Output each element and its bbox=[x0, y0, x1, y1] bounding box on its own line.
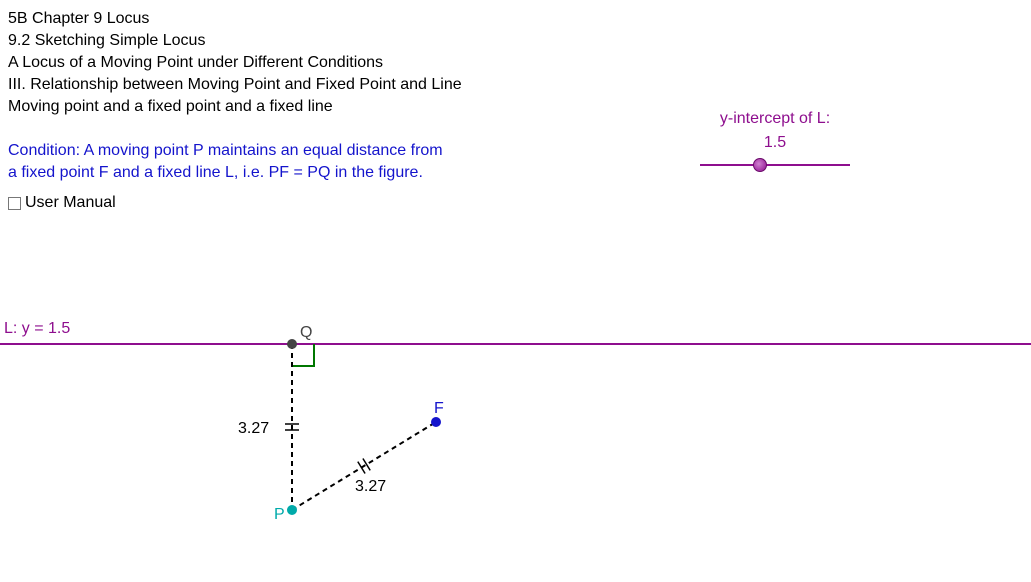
point-q[interactable] bbox=[287, 339, 297, 349]
distance-pf: 3.27 bbox=[355, 478, 386, 496]
distance-pq: 3.27 bbox=[238, 420, 269, 438]
label-f: F bbox=[434, 400, 444, 418]
point-p[interactable] bbox=[287, 505, 297, 515]
label-q: Q bbox=[300, 324, 312, 342]
geometry-canvas[interactable] bbox=[0, 0, 1031, 582]
point-f[interactable] bbox=[431, 417, 441, 427]
label-p: P bbox=[274, 506, 285, 524]
segment-pf bbox=[292, 422, 436, 510]
